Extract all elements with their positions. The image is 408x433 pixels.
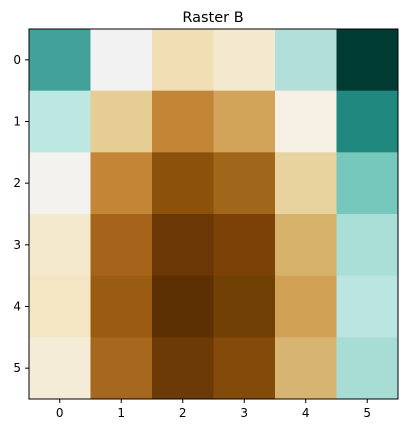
heatmap-cell-r4-c2 xyxy=(152,275,214,338)
heatmap-cell-r0-c0 xyxy=(29,29,91,92)
heatmap-cell-r4-c0 xyxy=(29,275,91,338)
heatmap-cell-r5-c3 xyxy=(213,337,276,400)
heatmap-cell-r0-c1 xyxy=(90,29,153,92)
heatmap-cell-r5-c5 xyxy=(336,337,399,400)
heatmap-cell-r4-c1 xyxy=(90,275,153,338)
y-tick-label: 5 xyxy=(13,361,21,375)
x-tick-label: 1 xyxy=(117,406,125,420)
x-tick-label: 5 xyxy=(363,406,371,420)
heatmap-cell-r3-c0 xyxy=(29,214,91,277)
heatmap-cell-r4-c3 xyxy=(213,275,276,338)
heatmap-cell-r2-c0 xyxy=(29,152,91,215)
heatmap-cell-r3-c5 xyxy=(336,214,399,277)
heatmap-cell-r5-c4 xyxy=(275,337,337,400)
x-tick-label: 3 xyxy=(240,406,248,420)
heatmap-cell-r0-c5 xyxy=(336,29,399,92)
heatmap-cell-r2-c5 xyxy=(336,152,399,215)
plot-frame xyxy=(28,28,399,400)
heatmap-cells xyxy=(29,29,399,400)
heatmap-cell-r1-c5 xyxy=(336,90,399,153)
heatmap-cell-r5-c2 xyxy=(152,337,214,400)
heatmap-cell-r3-c2 xyxy=(152,214,214,277)
heatmap-cell-r0-c2 xyxy=(152,29,214,92)
heatmap-cell-r2-c2 xyxy=(152,152,214,215)
y-tick-label: 4 xyxy=(13,300,21,314)
y-tick-label: 3 xyxy=(13,238,21,252)
x-tick-label: 2 xyxy=(179,406,187,420)
heatmap-cell-r1-c0 xyxy=(29,90,91,153)
y-tick-label: 2 xyxy=(13,176,21,190)
axis-ticks: 0 1 2 3 4 5 0 1 2 3 4 5 xyxy=(13,53,371,420)
heatmap-cell-r2-c1 xyxy=(90,152,153,215)
heatmap-cell-r3-c1 xyxy=(90,214,153,277)
heatmap-cell-r1-c4 xyxy=(275,90,337,153)
heatmap-cell-r1-c1 xyxy=(90,90,153,153)
heatmap-cell-r3-c4 xyxy=(275,214,337,277)
x-tick-label: 0 xyxy=(56,406,64,420)
heatmap-cell-r1-c2 xyxy=(152,90,214,153)
y-tick-label: 1 xyxy=(13,115,21,129)
heatmap-cell-r0-c4 xyxy=(275,29,337,92)
heatmap-cell-r2-c3 xyxy=(213,152,276,215)
heatmap-cell-r4-c4 xyxy=(275,275,337,338)
heatmap-cell-r5-c1 xyxy=(90,337,153,400)
heatmap-cell-r1-c3 xyxy=(213,90,276,153)
heatmap-cell-r2-c4 xyxy=(275,152,337,215)
heatmap-cell-r5-c0 xyxy=(29,337,91,400)
chart-title: Raster B xyxy=(182,10,243,26)
heatmap-cell-r0-c3 xyxy=(213,29,276,92)
y-tick-label: 0 xyxy=(13,53,21,67)
heatmap-cell-r3-c3 xyxy=(213,214,276,277)
heatmap-cell-r4-c5 xyxy=(336,275,399,338)
x-tick-label: 4 xyxy=(302,406,310,420)
